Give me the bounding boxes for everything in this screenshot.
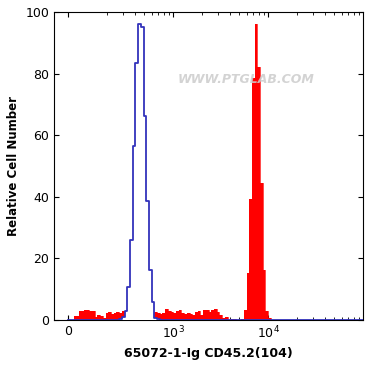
Text: WWW.PTGLAB.COM: WWW.PTGLAB.COM (177, 73, 314, 86)
Y-axis label: Relative Cell Number: Relative Cell Number (7, 96, 20, 236)
X-axis label: 65072-1-Ig CD45.2(104): 65072-1-Ig CD45.2(104) (124, 347, 293, 360)
